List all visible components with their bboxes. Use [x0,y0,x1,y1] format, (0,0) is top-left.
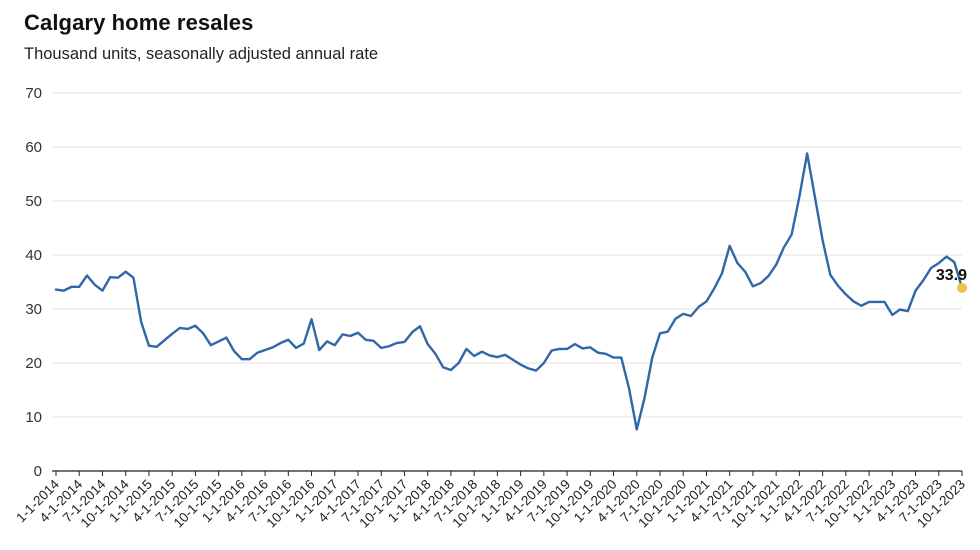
y-tick-label: 10 [25,409,42,426]
y-tick-label: 0 [34,463,42,480]
y-axis: 0 10 20 30 40 50 60 70 [25,85,42,480]
chart-subtitle: Thousand units, seasonally adjusted annu… [24,45,379,63]
y-tick-label: 50 [25,193,42,210]
y-tick-label: 40 [25,247,42,264]
y-tick-label: 70 [25,85,42,102]
last-value-marker [957,282,967,293]
last-value-label: 33.9 [936,267,967,284]
plot-area: 33.9 [54,152,967,431]
y-tick-label: 30 [25,301,42,318]
y-tick-label: 60 [25,139,42,156]
chart-title: Calgary home resales [24,10,254,35]
x-axis: 1-1-20144-1-20147-1-201410-1-20141-1-201… [13,470,968,531]
y-tick-label: 20 [25,355,42,372]
series-line [54,152,964,431]
grid-lines [52,92,962,418]
